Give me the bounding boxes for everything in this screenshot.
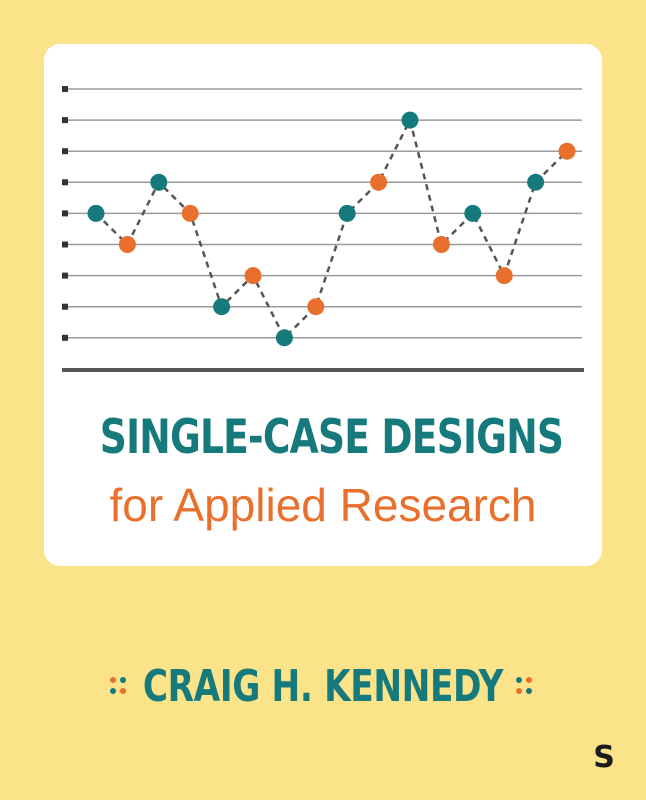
data-point xyxy=(150,173,168,191)
line-chart xyxy=(62,86,584,372)
data-point xyxy=(181,204,199,222)
data-point xyxy=(558,142,576,160)
data-point xyxy=(495,267,513,285)
book-subtitle: for Applied Research xyxy=(109,479,537,531)
y-tick-marker xyxy=(62,179,68,186)
data-point xyxy=(87,204,105,222)
author-row: CRAIG H. KENNEDY xyxy=(0,656,646,716)
data-point xyxy=(338,204,356,222)
data-point xyxy=(432,236,450,253)
data-point xyxy=(118,236,136,253)
series-line xyxy=(95,116,568,340)
y-tick-marker xyxy=(62,148,68,155)
data-point xyxy=(401,111,419,129)
y-tick-marker xyxy=(62,303,68,310)
data-point xyxy=(527,173,545,191)
y-tick-marker xyxy=(62,117,68,124)
y-tick-marker xyxy=(62,241,68,248)
book-title: SINGLE-CASE DESIGNS xyxy=(99,410,564,465)
data-point xyxy=(244,267,262,285)
y-tick-marker xyxy=(62,272,68,279)
y-tick-marker xyxy=(62,210,68,217)
author-name: CRAIG H. KENNEDY xyxy=(142,660,504,712)
y-tick-marker xyxy=(62,86,68,92)
cover-card: SINGLE-CASE DESIGNS for Applied Research xyxy=(44,44,602,566)
data-point xyxy=(307,298,325,316)
y-tick-marker xyxy=(62,334,68,341)
dots-ornament-right-icon xyxy=(512,674,536,698)
data-point xyxy=(275,329,293,347)
data-point xyxy=(213,298,231,316)
publisher-logo: S xyxy=(593,740,615,775)
data-point xyxy=(370,173,388,191)
data-point xyxy=(464,204,482,222)
dots-ornament-left-icon xyxy=(110,674,134,698)
